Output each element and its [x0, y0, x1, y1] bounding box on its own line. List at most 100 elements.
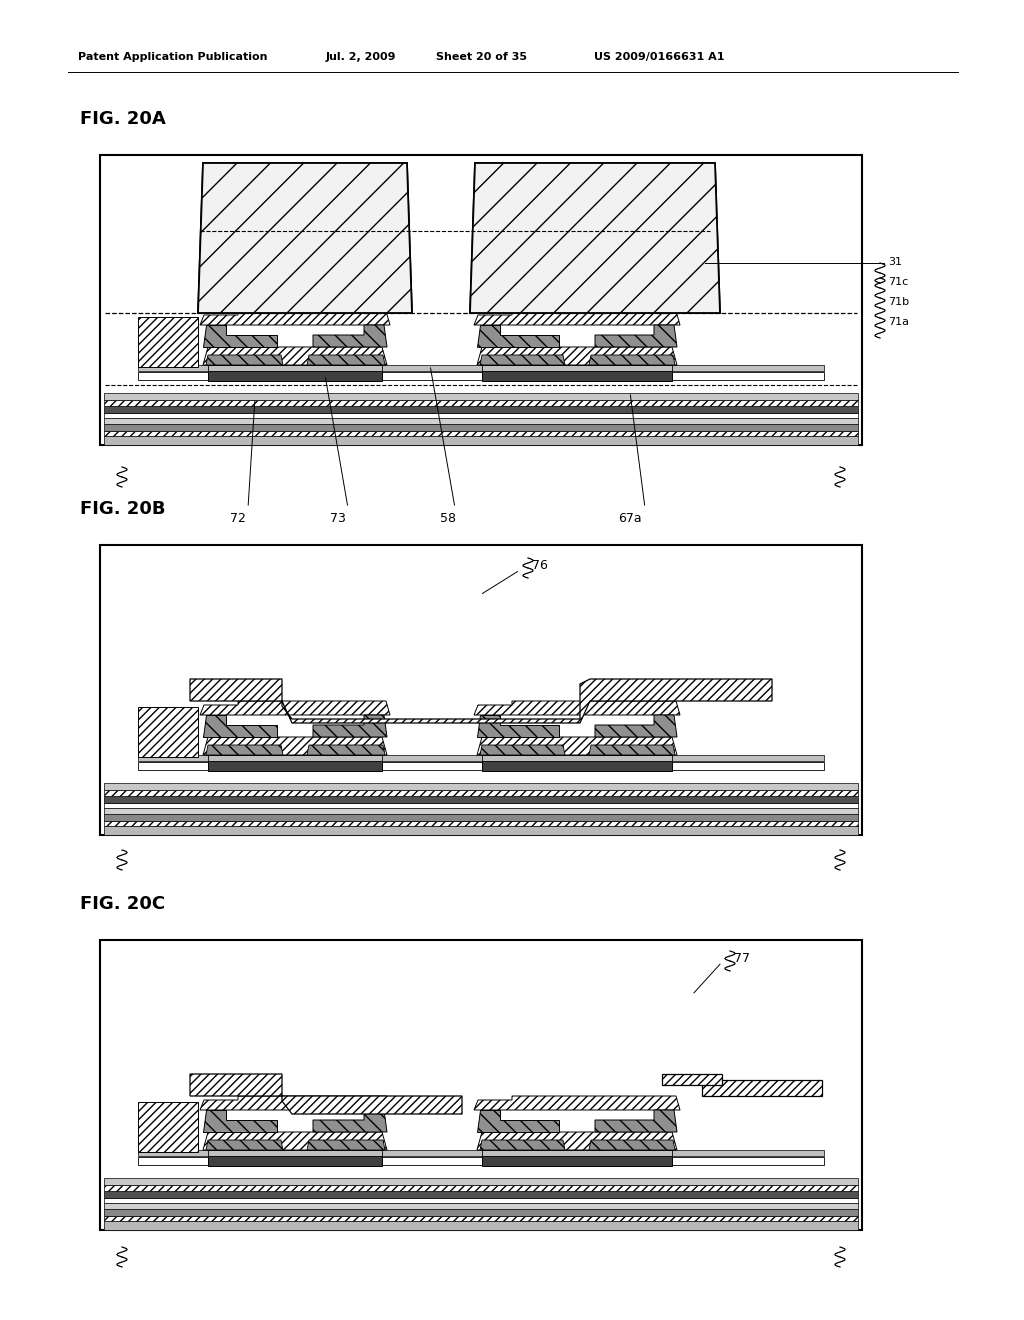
Polygon shape [474, 1096, 680, 1110]
Polygon shape [104, 424, 858, 432]
Text: Patent Application Publication: Patent Application Publication [78, 51, 267, 62]
Polygon shape [200, 312, 390, 325]
Polygon shape [104, 826, 858, 836]
Polygon shape [138, 762, 824, 770]
Polygon shape [203, 1133, 387, 1150]
Polygon shape [203, 737, 387, 755]
Polygon shape [474, 312, 680, 325]
Polygon shape [206, 355, 283, 366]
Text: 67a: 67a [618, 512, 642, 525]
Polygon shape [482, 371, 672, 381]
Polygon shape [474, 701, 680, 715]
Polygon shape [138, 1150, 824, 1156]
Text: FIG. 20A: FIG. 20A [80, 110, 166, 128]
Polygon shape [307, 744, 385, 755]
Polygon shape [313, 715, 387, 737]
Text: 73: 73 [330, 512, 346, 525]
Polygon shape [307, 355, 385, 366]
Polygon shape [477, 1110, 559, 1133]
Polygon shape [138, 708, 198, 756]
Polygon shape [203, 1110, 278, 1133]
Polygon shape [200, 1096, 390, 1110]
Polygon shape [190, 1074, 462, 1114]
Polygon shape [104, 808, 858, 814]
Polygon shape [104, 796, 858, 803]
Polygon shape [104, 789, 858, 796]
Polygon shape [208, 371, 382, 381]
Polygon shape [203, 347, 387, 366]
Text: US 2009/0166631 A1: US 2009/0166631 A1 [594, 51, 725, 62]
Polygon shape [480, 355, 565, 366]
Polygon shape [138, 372, 824, 380]
Polygon shape [206, 744, 283, 755]
Text: FIG. 20C: FIG. 20C [80, 895, 165, 913]
Polygon shape [480, 744, 565, 755]
Text: 71b: 71b [888, 297, 909, 308]
Polygon shape [208, 1156, 382, 1166]
Text: 58: 58 [440, 512, 456, 525]
Polygon shape [104, 1199, 858, 1203]
Polygon shape [477, 1133, 677, 1150]
Polygon shape [138, 366, 824, 371]
Polygon shape [104, 1209, 858, 1216]
Polygon shape [477, 325, 559, 347]
Polygon shape [104, 393, 858, 400]
Text: 72: 72 [230, 512, 246, 525]
Polygon shape [104, 1216, 858, 1221]
Polygon shape [138, 1158, 824, 1166]
Polygon shape [307, 1140, 385, 1150]
Polygon shape [104, 407, 858, 413]
Text: 71c: 71c [888, 277, 908, 286]
Polygon shape [470, 162, 720, 313]
Polygon shape [470, 162, 720, 313]
Polygon shape [100, 545, 862, 836]
Polygon shape [208, 755, 382, 762]
Polygon shape [138, 755, 824, 762]
Polygon shape [104, 803, 858, 808]
Polygon shape [104, 1221, 858, 1230]
Polygon shape [100, 154, 862, 445]
Polygon shape [104, 413, 858, 418]
Polygon shape [589, 744, 675, 755]
Polygon shape [208, 366, 382, 371]
Polygon shape [477, 715, 559, 737]
Text: Sheet 20 of 35: Sheet 20 of 35 [436, 51, 527, 62]
Polygon shape [200, 701, 390, 715]
Polygon shape [595, 715, 677, 737]
Polygon shape [138, 1102, 198, 1152]
Polygon shape [477, 737, 677, 755]
Polygon shape [477, 347, 677, 366]
Text: FIG. 20B: FIG. 20B [80, 500, 166, 517]
Polygon shape [104, 418, 858, 424]
Polygon shape [190, 678, 772, 723]
Text: Jul. 2, 2009: Jul. 2, 2009 [326, 51, 396, 62]
Polygon shape [104, 1203, 858, 1209]
Polygon shape [208, 762, 382, 771]
Polygon shape [313, 1110, 387, 1133]
Text: 31: 31 [888, 257, 902, 267]
Polygon shape [206, 1140, 283, 1150]
Polygon shape [104, 436, 858, 445]
Text: 76: 76 [532, 558, 548, 572]
Polygon shape [589, 1140, 675, 1150]
Polygon shape [104, 1177, 858, 1185]
Polygon shape [595, 325, 677, 347]
Polygon shape [203, 325, 278, 347]
Polygon shape [104, 821, 858, 826]
Text: 77: 77 [734, 952, 750, 965]
Polygon shape [482, 1156, 672, 1166]
Polygon shape [104, 1185, 858, 1191]
Polygon shape [198, 162, 412, 313]
Polygon shape [482, 755, 672, 762]
Polygon shape [313, 325, 387, 347]
Polygon shape [104, 400, 858, 407]
Polygon shape [104, 783, 858, 789]
Polygon shape [702, 1080, 822, 1096]
Polygon shape [104, 432, 858, 436]
Polygon shape [482, 1150, 672, 1156]
Polygon shape [138, 317, 198, 367]
Text: 71a: 71a [888, 317, 909, 327]
Polygon shape [482, 762, 672, 771]
Polygon shape [208, 1150, 382, 1156]
Polygon shape [100, 940, 862, 1230]
